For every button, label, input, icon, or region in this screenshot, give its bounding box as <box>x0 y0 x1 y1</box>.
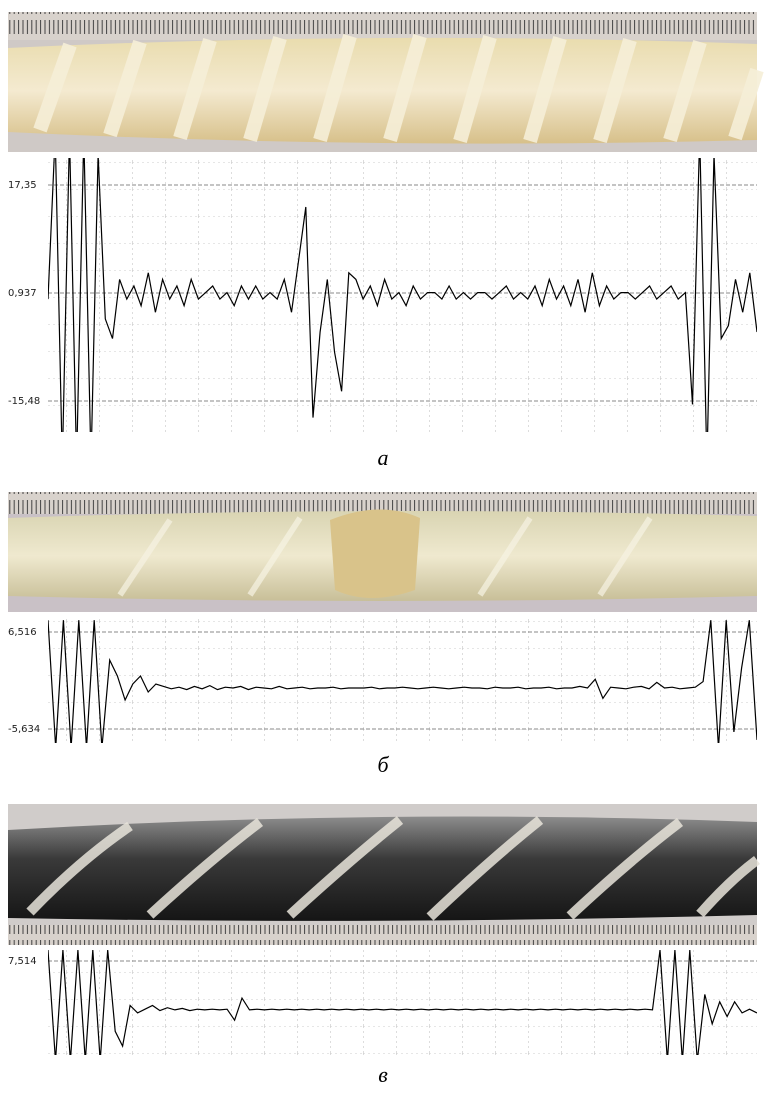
plot-area <box>48 618 757 743</box>
y-tick-label: 17,35 <box>8 180 37 191</box>
y-tick-label: -5,634 <box>8 724 40 735</box>
caption: б <box>377 752 389 777</box>
plot: 6,516 -5,634 б <box>8 618 757 777</box>
y-tick-label: 7,514 <box>8 956 37 967</box>
caption: в <box>378 1062 388 1087</box>
photo-c <box>8 804 757 945</box>
y-tick-label: 0,937 <box>8 288 37 299</box>
plot-area <box>48 950 757 1055</box>
plot: 7,514 в <box>8 950 757 1087</box>
y-tick-label: -15,48 <box>8 396 40 407</box>
photo-b <box>8 492 757 612</box>
figure: 17,35 0,937 -15,48 а 6,516 -5,634 б 7,514 в <box>0 0 765 1097</box>
plot-area <box>48 158 757 432</box>
y-tick-label: 6,516 <box>8 627 37 638</box>
plot: 17,35 0,937 -15,48 а <box>8 135 757 470</box>
photo-a <box>8 12 757 152</box>
page: 17,350,937-15,48а6,516-5,634б7,514в (() … <box>0 0 765 1097</box>
caption: а <box>378 445 389 470</box>
